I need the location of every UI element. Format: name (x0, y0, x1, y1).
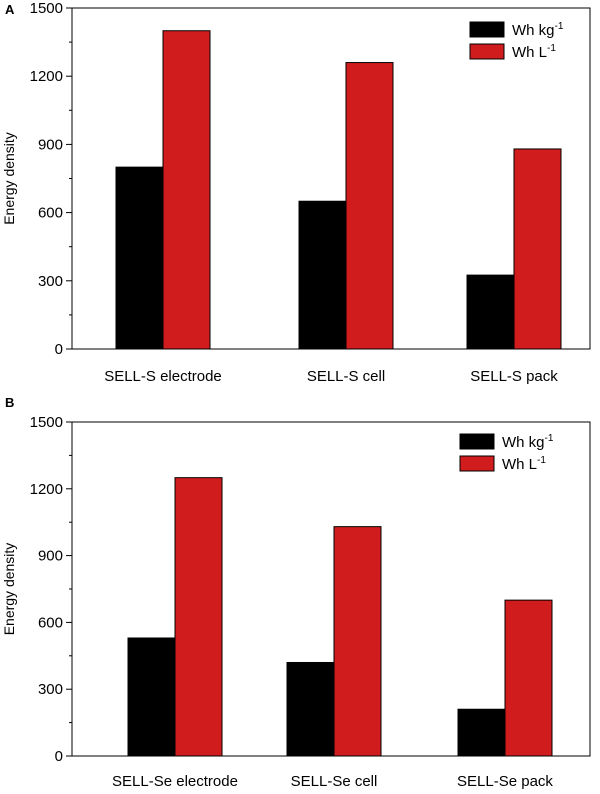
x-tick-label: SELL-S cell (307, 368, 385, 385)
energy-density-chart-b: B SELL-Se electrode SELL-Se cell SELL-Se pa… (1, 397, 591, 790)
bar-wh-kg-2 (286, 661, 335, 757)
chart-panel-a: A SELL-S electrode SELL-S cell SELL-S pack 0… (1, 0, 591, 385)
bar-wh-kg-3 (457, 708, 506, 757)
y-tick-label: 0 (55, 748, 63, 765)
bar-wh-kg-1 (127, 637, 176, 757)
x-tick-label: SELL-Se electrode (112, 773, 238, 790)
bar-wh-kg-2 (298, 200, 347, 350)
chart-panel-b: B SELL-Se electrode SELL-Se cell SELL-Se pa… (0, 397, 600, 794)
bar-wh-kg-3 (466, 274, 515, 350)
y-tick-label: 600 (38, 614, 63, 631)
legend-swatch-wh-kg (459, 433, 495, 450)
legend-swatch-wh-l (459, 455, 495, 472)
bar-wh-l-3 (513, 148, 562, 350)
legend-swatch-wh-kg (469, 21, 505, 38)
x-tick-label: SELL-Se pack (457, 773, 553, 790)
y-tick-label: 1200 (30, 481, 63, 498)
x-tick-label: SELL-Se cell (291, 773, 378, 790)
y-tick-label: 300 (38, 273, 63, 290)
panel-letter: B (5, 397, 14, 410)
y-tick-label: 1500 (30, 414, 63, 431)
legend-label-wh-l: Wh L-1 (512, 43, 556, 61)
y-axis-label: Energy density (1, 543, 17, 636)
bar-wh-l-3 (504, 599, 553, 757)
energy-density-chart-a: A SELL-S electrode SELL-S cell SELL-S pack 0… (1, 0, 591, 385)
y-tick-label: 1500 (30, 0, 63, 17)
x-tick-label: SELL-S pack (470, 368, 558, 385)
legend-label-wh-l: Wh L-1 (502, 455, 546, 473)
y-tick-label: 900 (38, 136, 63, 153)
y-tick-label: 300 (38, 681, 63, 698)
bar-wh-kg-1 (115, 166, 164, 350)
bar-wh-l-1 (162, 30, 211, 350)
y-axis-label: Energy density (1, 132, 17, 225)
x-tick-label: SELL-S electrode (104, 368, 222, 385)
legend-label-wh-kg: Wh kg-1 (512, 21, 564, 39)
y-tick-label: 600 (38, 205, 63, 222)
legend-swatch-wh-l (469, 43, 505, 60)
bar-wh-l-1 (174, 477, 223, 757)
bar-wh-l-2 (345, 62, 394, 350)
y-tick-label: 900 (38, 548, 63, 565)
y-tick-label: 1200 (30, 68, 63, 85)
legend-label-wh-kg: Wh kg-1 (502, 433, 554, 451)
y-tick-label: 0 (55, 341, 63, 358)
panel-letter: A (5, 2, 15, 17)
bar-wh-l-2 (333, 526, 382, 757)
